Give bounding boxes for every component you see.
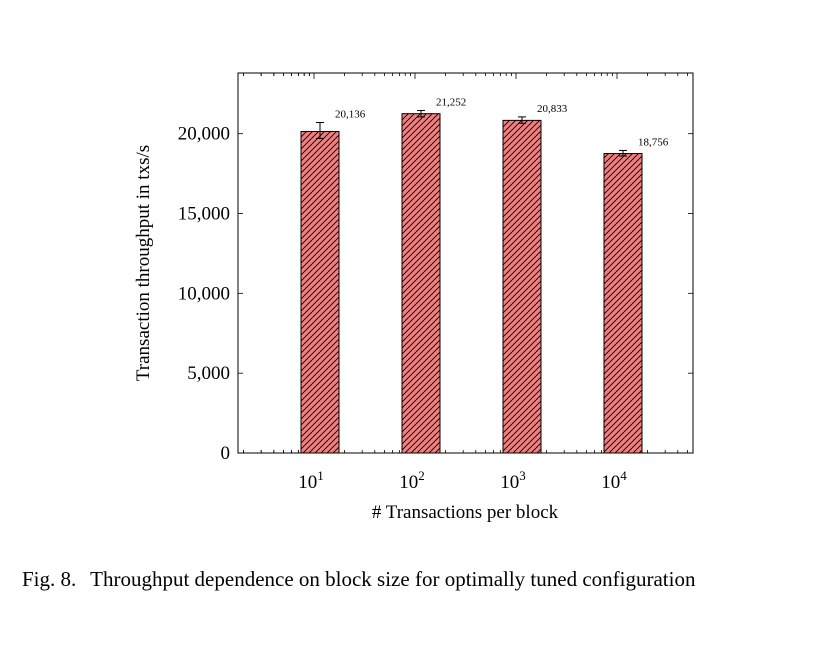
caption-text: Throughput dependence on block size for … (90, 567, 696, 591)
x-axis-title: # Transactions per block (372, 502, 559, 523)
bar-value-label: 21,252 (436, 97, 466, 109)
plot-frame (237, 72, 694, 454)
bar (502, 119, 542, 454)
bar-value-label: 20,833 (537, 103, 568, 115)
caption-label: Fig. 8. (22, 567, 77, 591)
x-tick-label: 102 (399, 468, 425, 493)
y-tick-label: 15,000 (178, 204, 230, 225)
bar-value-label: 18,756 (638, 136, 669, 148)
bar-chart: 0 5,000 10,000 15,000 20,000 101 102 103 104 20,1… (133, 72, 694, 523)
bar (401, 113, 441, 454)
y-tick-label: 20,000 (178, 124, 230, 145)
bar (603, 153, 643, 454)
y-axis-title: Transaction throughput in txs/s (133, 145, 154, 381)
x-tick-label: 104 (601, 468, 627, 493)
bar (300, 131, 340, 454)
x-tick-label: 101 (298, 468, 324, 493)
x-tick-label: 103 (500, 468, 526, 493)
y-tick-label: 0 (221, 443, 231, 464)
figure-caption: Fig. 8. Throughput dependence on block s… (22, 566, 814, 592)
bars (300, 110, 643, 454)
bar-value-label: 20,136 (335, 108, 366, 120)
y-tick-label: 5,000 (187, 363, 230, 384)
y-tick-label: 10,000 (178, 283, 230, 304)
